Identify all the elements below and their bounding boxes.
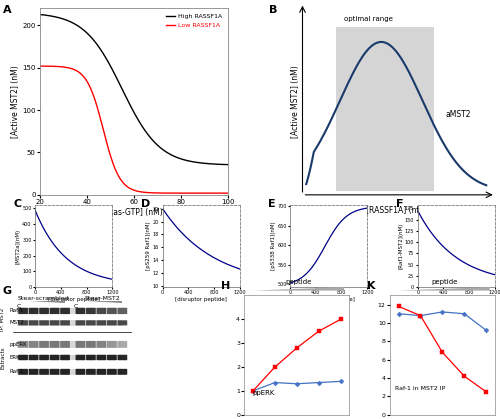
Text: Raf-1: Raf-1 [10,308,24,313]
FancyBboxPatch shape [18,320,28,326]
FancyBboxPatch shape [118,355,127,360]
Text: Stear-MST2: Stear-MST2 [84,296,120,301]
Text: ppERK: ppERK [252,391,275,396]
Bar [18,308,122,314]
Text: [RASSF1A] (nM): [RASSF1A] (nM) [366,207,426,215]
FancyBboxPatch shape [86,355,96,360]
FancyBboxPatch shape [39,369,49,375]
FancyBboxPatch shape [86,320,96,326]
FancyBboxPatch shape [107,355,117,360]
Text: D: D [141,199,150,209]
Text: Stear-scrambled: Stear-scrambled [18,296,70,301]
FancyBboxPatch shape [107,320,117,326]
Y-axis label: [Raf1-MST2](nM): [Raf1-MST2](nM) [398,223,404,269]
FancyBboxPatch shape [76,341,86,348]
FancyBboxPatch shape [60,355,70,360]
Y-axis label: [pS338 Raf1](nM): [pS338 Raf1](nM) [271,222,276,271]
FancyBboxPatch shape [60,341,70,348]
FancyBboxPatch shape [18,341,28,348]
Text: B: B [269,5,277,15]
FancyBboxPatch shape [50,308,59,314]
FancyBboxPatch shape [96,320,106,326]
Y-axis label: [pS259 Raf1](nM): [pS259 Raf1](nM) [146,222,152,271]
X-axis label: [disruptor peptide]: [disruptor peptide] [176,297,227,302]
Text: H: H [221,281,230,291]
FancyBboxPatch shape [76,308,86,314]
X-axis label: [disruptor peptide]: [disruptor peptide] [48,297,100,302]
Text: peptide: peptide [432,279,458,285]
Polygon shape [86,301,122,303]
FancyBboxPatch shape [50,355,59,360]
Text: aMST2: aMST2 [445,109,470,119]
FancyBboxPatch shape [118,341,127,348]
Text: Raf-1: Raf-1 [10,369,24,374]
FancyBboxPatch shape [39,308,49,314]
FancyBboxPatch shape [28,355,38,360]
FancyBboxPatch shape [86,308,96,314]
FancyBboxPatch shape [28,341,38,348]
FancyBboxPatch shape [60,308,70,314]
FancyBboxPatch shape [18,369,28,375]
Text: C: C [14,199,22,209]
Polygon shape [28,301,64,303]
Y-axis label: [MST2a](nM): [MST2a](nM) [16,229,21,264]
FancyBboxPatch shape [118,320,127,326]
FancyBboxPatch shape [76,369,86,375]
FancyBboxPatch shape [96,355,106,360]
FancyBboxPatch shape [28,369,38,375]
Text: Raf-1 in MST2 IP: Raf-1 in MST2 IP [395,386,446,391]
FancyBboxPatch shape [86,369,96,375]
FancyBboxPatch shape [18,355,28,360]
Text: F: F [396,199,404,209]
Bar [18,354,122,360]
Text: optimal range: optimal range [344,16,392,23]
Polygon shape [398,287,490,291]
FancyBboxPatch shape [60,320,70,326]
Bar [18,369,122,375]
Bar [18,320,122,326]
Polygon shape [252,287,344,291]
FancyBboxPatch shape [50,369,59,375]
FancyBboxPatch shape [28,320,38,326]
Text: Extracts: Extracts [0,346,5,369]
FancyBboxPatch shape [28,308,38,314]
Bar [336,27,434,191]
FancyBboxPatch shape [39,320,49,326]
FancyBboxPatch shape [107,369,117,375]
Text: G: G [2,286,12,296]
Text: K: K [366,281,375,291]
FancyBboxPatch shape [50,320,59,326]
FancyBboxPatch shape [96,341,106,348]
FancyBboxPatch shape [76,355,86,360]
Legend: High RASSF1A, Low RASSF1A: High RASSF1A, Low RASSF1A [163,11,224,31]
FancyBboxPatch shape [86,341,96,348]
FancyBboxPatch shape [18,308,28,314]
FancyBboxPatch shape [118,369,127,375]
FancyBboxPatch shape [60,369,70,375]
Text: C: C [16,304,21,309]
FancyBboxPatch shape [118,308,127,314]
Text: ERK: ERK [10,355,20,360]
FancyBboxPatch shape [39,355,49,360]
FancyBboxPatch shape [39,341,49,348]
Y-axis label: [Active MST2] (nM): [Active MST2] (nM) [290,65,300,138]
X-axis label: [disruptor peptide]: [disruptor peptide] [430,297,482,302]
X-axis label: [Ras-GTP] (nM): [Ras-GTP] (nM) [105,208,162,217]
Text: IP: MST2: IP: MST2 [0,308,5,331]
FancyBboxPatch shape [50,341,59,348]
FancyBboxPatch shape [76,320,86,326]
Text: E: E [268,199,276,209]
FancyBboxPatch shape [107,341,117,348]
FancyBboxPatch shape [107,308,117,314]
Text: peptide: peptide [286,279,312,285]
FancyBboxPatch shape [96,369,106,375]
Text: A: A [2,5,11,15]
Y-axis label: [Active MST2] (nM): [Active MST2] (nM) [10,65,20,138]
Bar [18,341,122,348]
X-axis label: [disruptor peptide]: [disruptor peptide] [303,297,354,302]
Text: MST2: MST2 [10,321,25,326]
FancyBboxPatch shape [96,308,106,314]
Text: ppERK: ppERK [10,342,28,347]
Text: C: C [74,304,78,309]
